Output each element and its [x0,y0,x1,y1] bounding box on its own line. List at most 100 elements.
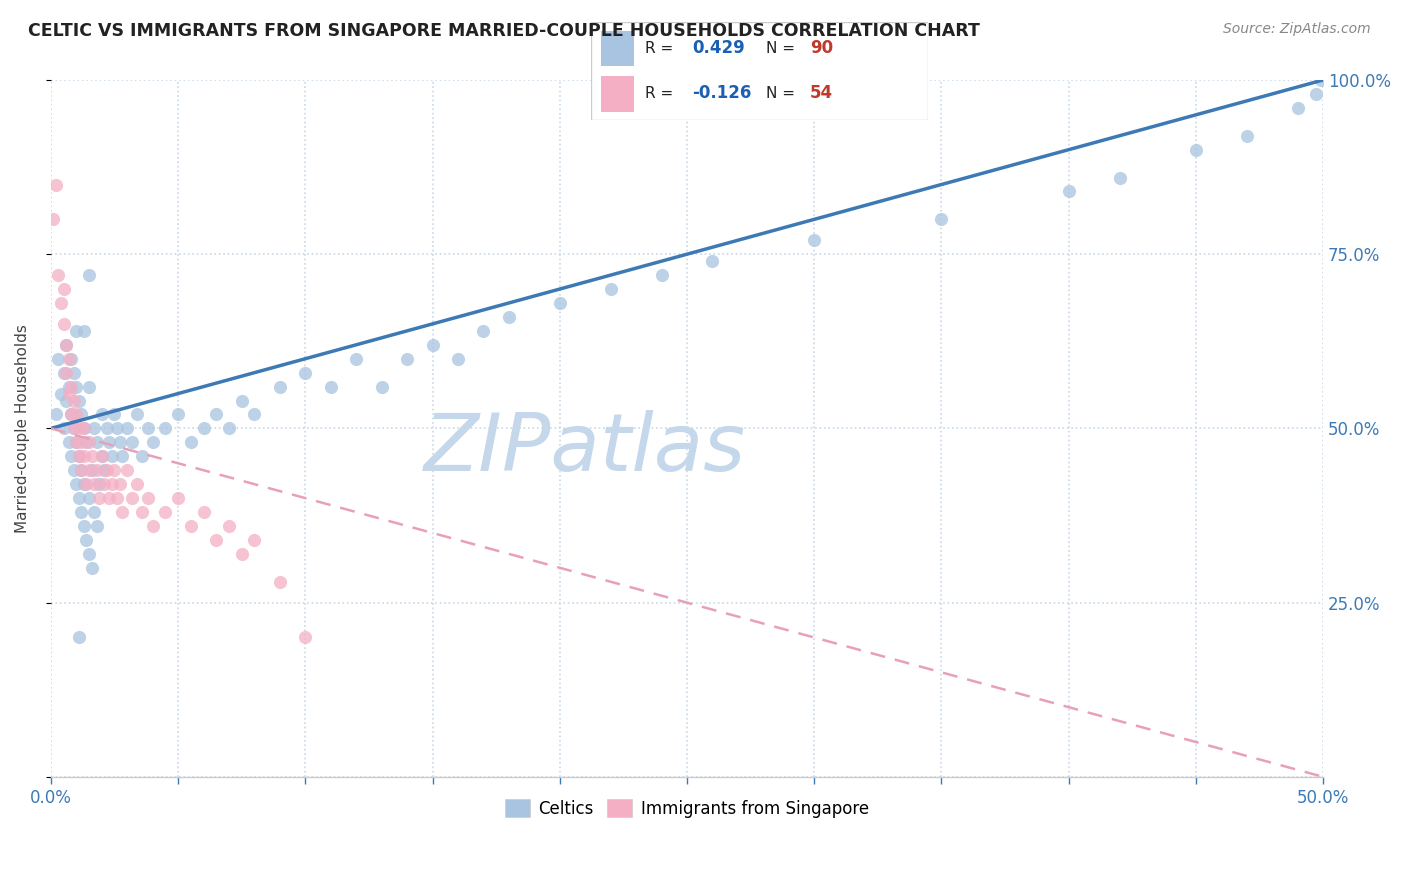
Point [243,408,266,422]
Text: ZIPatlas: ZIPatlas [425,410,747,488]
Point [60,408,83,422]
Point [294,366,316,380]
Point [422,338,444,352]
Text: 0.429: 0.429 [692,39,745,57]
Point [155,505,177,519]
Point [48,351,70,366]
Point [105,491,128,505]
Point [65,324,87,338]
Point [52,421,75,435]
Point [127,477,149,491]
Point [243,533,266,547]
Point [58,435,80,450]
Point [55,393,77,408]
Point [60,379,83,393]
Point [231,393,253,408]
Text: CELTIC VS IMMIGRANTS FROM SINGAPORE MARRIED-COUPLE HOUSEHOLDS CORRELATION CHART: CELTIC VS IMMIGRANTS FROM SINGAPORE MARR… [28,22,980,40]
Point [803,233,825,247]
Point [1236,128,1258,143]
Point [70,463,93,477]
Point [67,393,90,408]
Point [67,450,90,464]
Point [101,477,124,491]
Text: 54: 54 [810,85,832,103]
Point [96,421,118,435]
Point [75,435,97,450]
Point [62,393,84,408]
Point [96,463,118,477]
Point [1185,143,1208,157]
Point [52,366,75,380]
Point [58,351,80,366]
Point [89,477,111,491]
Point [73,421,96,435]
Point [121,491,143,505]
Point [111,450,134,464]
Point [55,338,77,352]
Point [131,450,153,464]
Point [101,450,124,464]
Point [77,491,100,505]
Point [83,477,105,491]
Point [73,477,96,491]
Point [60,450,83,464]
Point [45,408,67,422]
Point [70,463,93,477]
Point [131,505,153,519]
Point [86,519,108,533]
Point [1309,73,1331,87]
Point [108,435,131,450]
Point [1286,101,1309,115]
Point [370,379,392,393]
Point [90,450,112,464]
Text: N =: N = [766,86,800,101]
Point [180,435,202,450]
Point [344,351,367,366]
Point [136,421,159,435]
Point [319,379,342,393]
Point [58,386,80,401]
Point [80,463,103,477]
Point [1108,170,1130,185]
Point [83,505,105,519]
Point [396,351,419,366]
Point [702,254,724,268]
Point [498,310,520,324]
Point [167,491,190,505]
Point [294,631,316,645]
Point [77,463,100,477]
Point [42,212,65,227]
Point [98,491,121,505]
FancyBboxPatch shape [591,22,928,120]
Point [86,463,108,477]
Point [180,519,202,533]
Point [45,178,67,192]
Point [75,533,97,547]
Point [651,268,673,282]
Point [205,533,228,547]
Text: Source: ZipAtlas.com: Source: ZipAtlas.com [1223,22,1371,37]
Point [1057,185,1080,199]
Point [65,435,87,450]
Point [142,519,165,533]
Point [65,477,87,491]
Point [67,450,90,464]
Text: 90: 90 [810,39,832,57]
Point [89,491,111,505]
Point [62,463,84,477]
Point [67,491,90,505]
Point [77,435,100,450]
Point [231,547,253,561]
Point [65,435,87,450]
Point [52,317,75,331]
Point [67,631,90,645]
Point [155,421,177,435]
Point [193,505,215,519]
Point [80,450,103,464]
Point [167,408,190,422]
Point [193,421,215,435]
Point [218,519,240,533]
Point [90,408,112,422]
Text: -0.126: -0.126 [692,85,751,103]
Point [52,282,75,296]
